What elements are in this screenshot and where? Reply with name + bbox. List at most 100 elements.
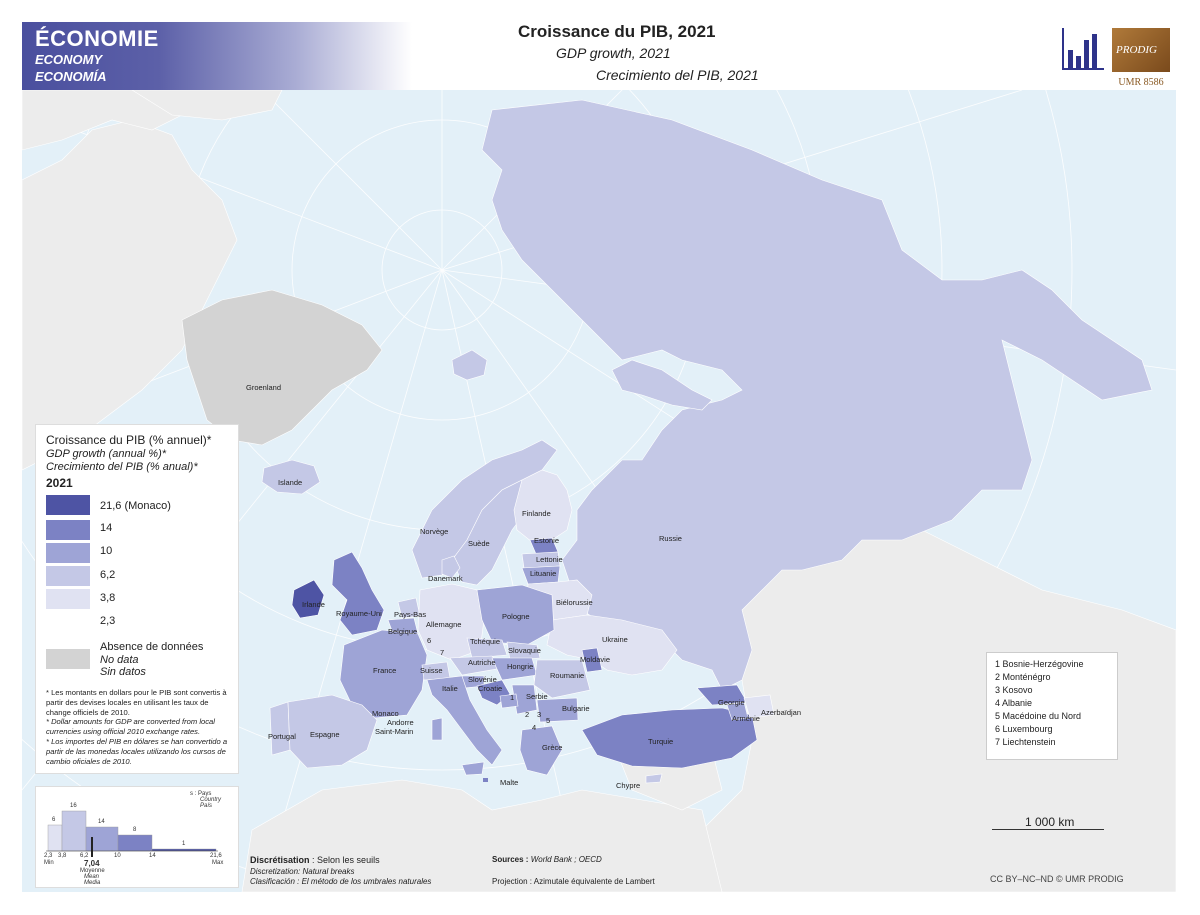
label-norvege: Norvège [420,527,449,536]
label-danemark: Danemark [428,574,463,583]
legend-title-fr: Croissance du PIB (% annuel)* [46,433,212,447]
label-bielorussie: Biélorussie [556,598,593,607]
label-num-7: 7 [440,648,445,657]
label-allemagne: Allemagne [426,620,462,629]
country-slovakia [506,641,541,661]
country-greenland [181,289,383,446]
country-iceland [261,459,321,495]
country-greece [519,725,563,776]
country-denmark [441,555,461,579]
label-espagne: Espagne [310,730,340,739]
hist-bar-1 [47,824,63,852]
country-russia [481,99,1153,691]
prodig-logo: PRODIG [1112,28,1170,72]
list-item-6: 6 Luxembourg [995,724,1053,734]
label-malte: Malte [500,778,519,787]
label-num-3: 3 [537,710,542,719]
label-russie: Russie [659,534,682,543]
list-item-7: 7 Liechtenstein [995,737,1056,747]
hist-tick-5: 21,6 [210,853,222,859]
legend-swatch-5 [46,495,90,515]
legend-nodata-es: Sin datos [100,666,146,678]
label-andorre: Andorre [387,718,414,727]
theme-title-fr: ÉCONOMIE [35,26,159,51]
hist-count-5: 1 [182,841,186,847]
list-item-4: 4 Albanie [995,698,1033,708]
hist-count-2: 16 [70,803,77,809]
country-malta [483,778,488,782]
label-slovaquie: Slovaquie [508,646,541,655]
hist-unit-fr: s : Pays [190,791,212,797]
scale-label: 1 000 km [1025,815,1075,829]
hist-tick-1: 3,8 [58,853,67,859]
legend-panel: Croissance du PIB (% annuel)* GDP growth… [35,424,239,774]
label-estonie: Estonie [534,536,560,545]
umr-label: UMR 8586 [1118,77,1164,88]
label-num-1: 1 [510,693,515,702]
legend-break-1: 14 [100,522,113,534]
list-item-5: 5 Macédoine du Nord [995,711,1082,721]
legend-swatch-3 [46,543,90,563]
label-num-2: 2 [525,710,530,719]
country-bulgaria [536,697,579,723]
legend-nodata-fr: Absence de données [100,641,204,653]
footer-discretization: Discrétisation : Selon les seuils [250,855,380,865]
hist-bar-4 [117,834,153,852]
hist-bar-3 [85,826,119,852]
label-lettonie: Lettonie [536,555,563,564]
country-spain [287,694,378,769]
legend-note-fr: * Les montants en dollars pour le PIB so… [46,688,227,717]
label-lituanie: Lituanie [530,569,557,578]
europe-map [22,90,1176,892]
hist-min: Min [44,860,54,866]
country-uk [331,551,385,636]
hist-mean-fr: Moyenne [80,868,105,874]
hist-bar-2 [61,810,87,852]
histogram-chart [46,810,218,857]
country-portugal [269,701,291,756]
country-bosnia [499,693,519,709]
label-turquie: Turquie [648,737,674,746]
hist-unit-es: País [200,803,213,809]
footer-sources: Sources : World Bank ; OECD [492,855,602,864]
legend-swatch-2 [46,566,90,586]
country-poland [476,584,555,646]
legend-break-0: 21,6 (Monaco) [100,500,171,512]
country-italy [426,675,503,766]
label-pologne: Pologne [502,612,530,621]
label-suisse: Suisse [420,666,443,675]
hist-mean-en: Mean [84,874,100,880]
label-chypre: Chypre [616,781,641,790]
footer-discret-es: Clasificación : El método de los umbrale… [250,877,432,886]
country-ireland [291,579,325,619]
histogram-panel: s : Pays Country País 6 16 14 8 1 2,3 3,… [35,786,239,888]
hist-count-3: 14 [98,819,105,825]
country-ukraine [546,614,678,676]
label-grece: Grèce [542,743,563,752]
numbered-country-list: 1 Bosnie-Herzégovine 2 Monténégro 3 Koso… [986,652,1118,760]
country-armenia [726,701,749,721]
hist-tick-2: 6,2 [80,853,89,859]
footer-discret-bold: Discrétisation [250,855,310,865]
label-moldavie: Moldavie [580,655,611,664]
country-turkey [581,707,758,769]
country-czechia [466,637,508,659]
legend-note-en: * Dollar amounts for GDP are converted f… [46,717,215,736]
footer-projection: Projection : Azimutale équivalente de La… [492,877,655,886]
hist-tick-3: 10 [114,853,121,859]
label-royaume-uni: Royaume-Uni [336,609,382,618]
island-sardinia [431,717,443,741]
label-roumanie: Roumanie [550,671,585,680]
label-azerbaidjan: Azerbaïdjan [761,708,802,717]
island-novaya-zemlya [611,359,713,411]
hist-tick-0: 2,3 [44,853,53,859]
other-land [22,90,1176,892]
footer-discret-en: Discretization: Natural breaks [250,867,355,876]
label-georgie: Georgie [718,698,745,707]
island-svalbard [451,349,488,381]
list-item-3: 3 Kosovo [995,685,1033,695]
list-item-1: 1 Bosnie-Herzégovine [995,659,1084,669]
theme-banner [22,22,412,90]
label-bulgarie: Bulgarie [562,704,590,713]
label-ukraine: Ukraine [602,635,628,644]
